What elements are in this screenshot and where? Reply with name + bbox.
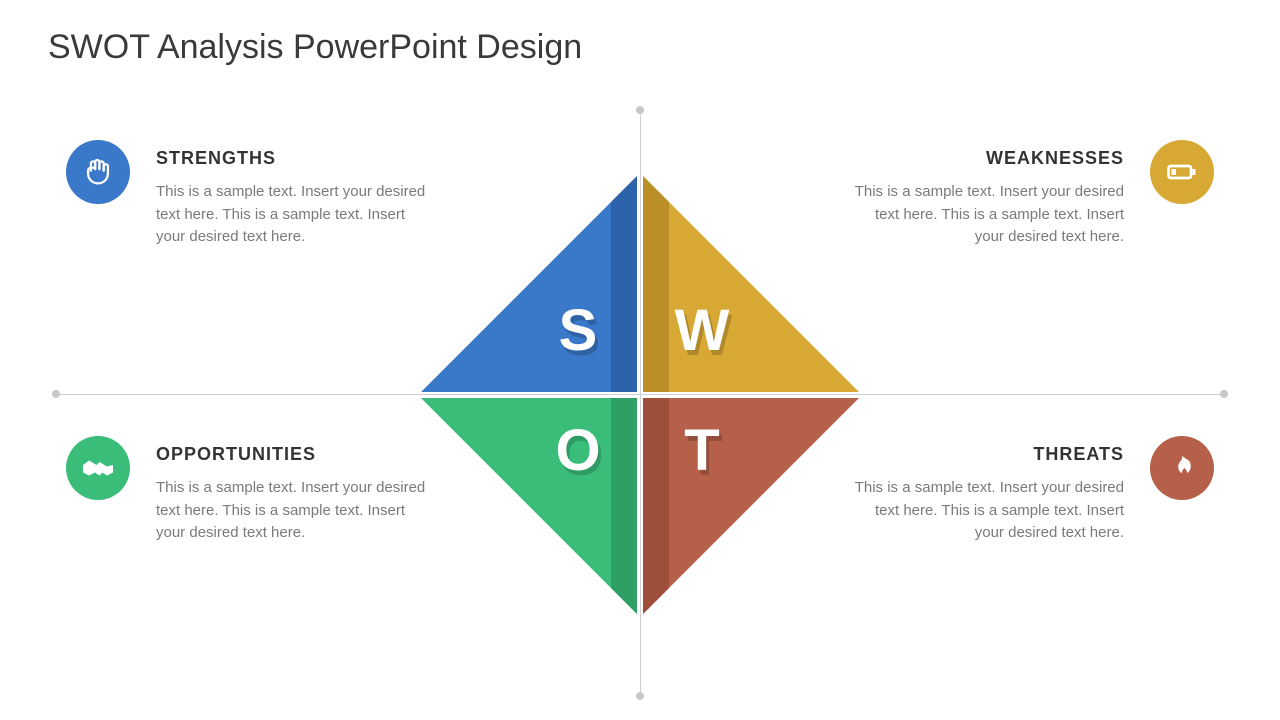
axis-dot xyxy=(636,106,644,114)
threats-body: This is a sample text. Insert your desir… xyxy=(854,477,1124,545)
svg-text:S: S xyxy=(562,303,601,368)
axis-dot xyxy=(1220,390,1228,398)
svg-text:W: W xyxy=(675,298,730,363)
weaknesses-heading: WEAKNESSES xyxy=(854,148,1124,169)
triangle-o: O O xyxy=(421,398,637,614)
axis-vertical xyxy=(640,110,641,696)
triangle-t: T T xyxy=(643,398,859,614)
strengths-heading: STRENGTHS xyxy=(156,148,426,169)
strengths-body: This is a sample text. Insert your desir… xyxy=(156,181,426,249)
flame-icon xyxy=(1150,436,1214,500)
svg-text:S: S xyxy=(559,298,598,363)
fist-icon xyxy=(66,140,130,204)
opportunities-block: OPPORTUNITIES This is a sample text. Ins… xyxy=(156,444,426,545)
svg-text:W: W xyxy=(678,303,733,368)
threats-heading: THREATS xyxy=(854,444,1124,465)
strengths-block: STRENGTHS This is a sample text. Insert … xyxy=(156,148,426,249)
threats-block: THREATS This is a sample text. Insert yo… xyxy=(854,444,1124,545)
battery-low-icon xyxy=(1150,140,1214,204)
svg-text:O: O xyxy=(558,423,603,488)
svg-text:T: T xyxy=(687,423,722,488)
opportunities-body: This is a sample text. Insert your desir… xyxy=(156,477,426,545)
handshake-icon xyxy=(66,436,130,500)
opportunities-heading: OPPORTUNITIES xyxy=(156,444,426,465)
weaknesses-block: WEAKNESSES This is a sample text. Insert… xyxy=(854,148,1124,249)
svg-text:T: T xyxy=(684,418,719,483)
triangle-s: S S xyxy=(421,176,637,392)
page-title: SWOT Analysis PowerPoint Design xyxy=(48,28,582,67)
svg-text:O: O xyxy=(555,418,600,483)
weaknesses-body: This is a sample text. Insert your desir… xyxy=(854,181,1124,249)
triangle-w: W W xyxy=(643,176,859,392)
axis-dot xyxy=(636,692,644,700)
axis-dot xyxy=(52,390,60,398)
